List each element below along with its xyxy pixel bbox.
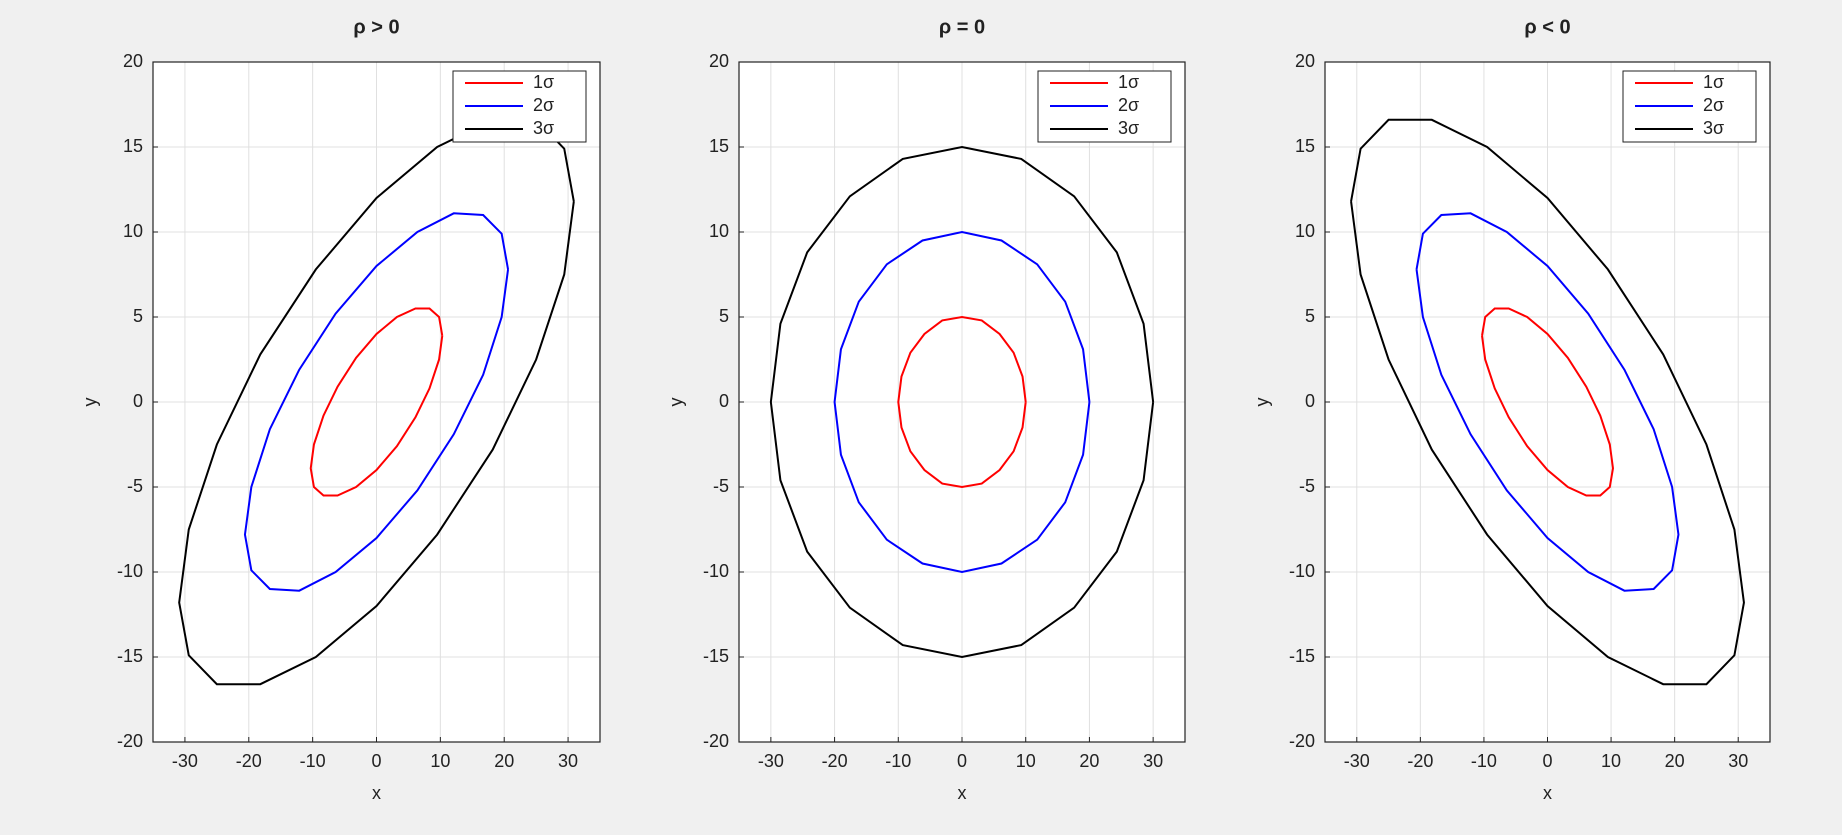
x-tick-label: 30 — [1143, 751, 1163, 771]
y-tick-label: -10 — [1289, 561, 1315, 581]
x-tick-label: 0 — [1542, 751, 1552, 771]
legend-label: 3σ — [1703, 118, 1724, 138]
series-line — [243, 212, 510, 592]
y-tick-label: 15 — [1295, 136, 1315, 156]
x-tick-label: 10 — [1016, 751, 1036, 771]
y-axis-label: y — [666, 398, 686, 407]
plot-frame — [152, 61, 601, 743]
legend-label: 3σ — [533, 118, 554, 138]
x-tick-label: -30 — [1344, 751, 1370, 771]
x-tick-label: -20 — [236, 751, 262, 771]
x-tick-label: -10 — [1471, 751, 1497, 771]
series-line — [1415, 212, 1680, 592]
y-tick-label: 15 — [709, 136, 729, 156]
x-axis-label: x — [1543, 783, 1552, 803]
legend-label: 3σ — [1118, 118, 1139, 138]
x-tick-label: 30 — [558, 751, 578, 771]
y-tick-label: 5 — [133, 306, 143, 326]
chart-title: ρ < 0 — [1524, 16, 1570, 38]
y-tick-label: 0 — [1305, 391, 1315, 411]
x-tick-label: 20 — [1665, 751, 1685, 771]
y-tick-label: -20 — [1289, 731, 1315, 751]
series-line — [769, 145, 1155, 659]
x-tick-label: 10 — [1601, 751, 1621, 771]
x-tick-label: -20 — [822, 751, 848, 771]
y-tick-label: 10 — [709, 221, 729, 241]
legend-label: 1σ — [1118, 72, 1139, 92]
x-tick-label: -10 — [300, 751, 326, 771]
y-tick-label: -5 — [713, 476, 729, 496]
y-tick-label: -20 — [703, 731, 729, 751]
y-tick-label: 20 — [709, 51, 729, 71]
y-tick-label: 0 — [719, 391, 729, 411]
y-tick-label: -15 — [703, 646, 729, 666]
subplot: -30 -20 -10 0 10 20 30 -20 -15 -10 -5 0 5 10 15 20 ρ = 0… — [666, 16, 1186, 803]
x-tick-label: -10 — [885, 751, 911, 771]
y-axis-label: y — [80, 398, 100, 407]
x-tick-label: -20 — [1407, 751, 1433, 771]
series-line — [309, 307, 444, 497]
series-line — [833, 230, 1091, 574]
chart-title: ρ = 0 — [939, 16, 985, 38]
y-tick-label: -15 — [1289, 646, 1315, 666]
y-tick-label: -10 — [703, 561, 729, 581]
x-tick-label: -30 — [758, 751, 784, 771]
y-tick-label: -15 — [117, 646, 143, 666]
x-tick-label: 20 — [494, 751, 514, 771]
y-tick-label: -5 — [1299, 476, 1315, 496]
legend-label: 2σ — [1118, 95, 1139, 115]
legend-label: 1σ — [1703, 72, 1724, 92]
y-tick-label: 5 — [719, 306, 729, 326]
y-tick-label: 20 — [123, 51, 143, 71]
plot-frame — [738, 61, 1186, 743]
series-line — [1350, 118, 1745, 686]
series-line — [897, 315, 1027, 489]
series-line — [1481, 307, 1614, 497]
x-axis-label: x — [372, 783, 381, 803]
x-axis-label: x — [958, 783, 967, 803]
y-tick-label: -10 — [117, 561, 143, 581]
legend-label: 2σ — [533, 95, 554, 115]
y-tick-label: 20 — [1295, 51, 1315, 71]
y-tick-label: -20 — [117, 731, 143, 751]
y-tick-label: 0 — [133, 391, 143, 411]
plot-frame — [1324, 61, 1771, 743]
y-axis-label: y — [1252, 398, 1272, 407]
y-tick-label: 10 — [123, 221, 143, 241]
x-tick-label: 10 — [430, 751, 450, 771]
y-tick-label: 5 — [1305, 306, 1315, 326]
y-tick-label: 15 — [123, 136, 143, 156]
chart-title: ρ > 0 — [353, 16, 399, 38]
subplot: -30 -20 -10 0 10 20 30 -20 -15 -10 -5 0 5 10 15 20 ρ < 0… — [1252, 16, 1771, 803]
y-tick-label: -5 — [127, 476, 143, 496]
subplot: -30 -20 -10 0 10 20 30 -20 -15 -10 -5 0 5 10 15 20 ρ > 0… — [80, 16, 601, 803]
legend-label: 1σ — [533, 72, 554, 92]
x-tick-label: 20 — [1079, 751, 1099, 771]
y-tick-label: 10 — [1295, 221, 1315, 241]
x-tick-label: -30 — [172, 751, 198, 771]
x-tick-label: 0 — [957, 751, 967, 771]
x-tick-label: 0 — [371, 751, 381, 771]
x-tick-label: 30 — [1728, 751, 1748, 771]
legend-label: 2σ — [1703, 95, 1724, 115]
